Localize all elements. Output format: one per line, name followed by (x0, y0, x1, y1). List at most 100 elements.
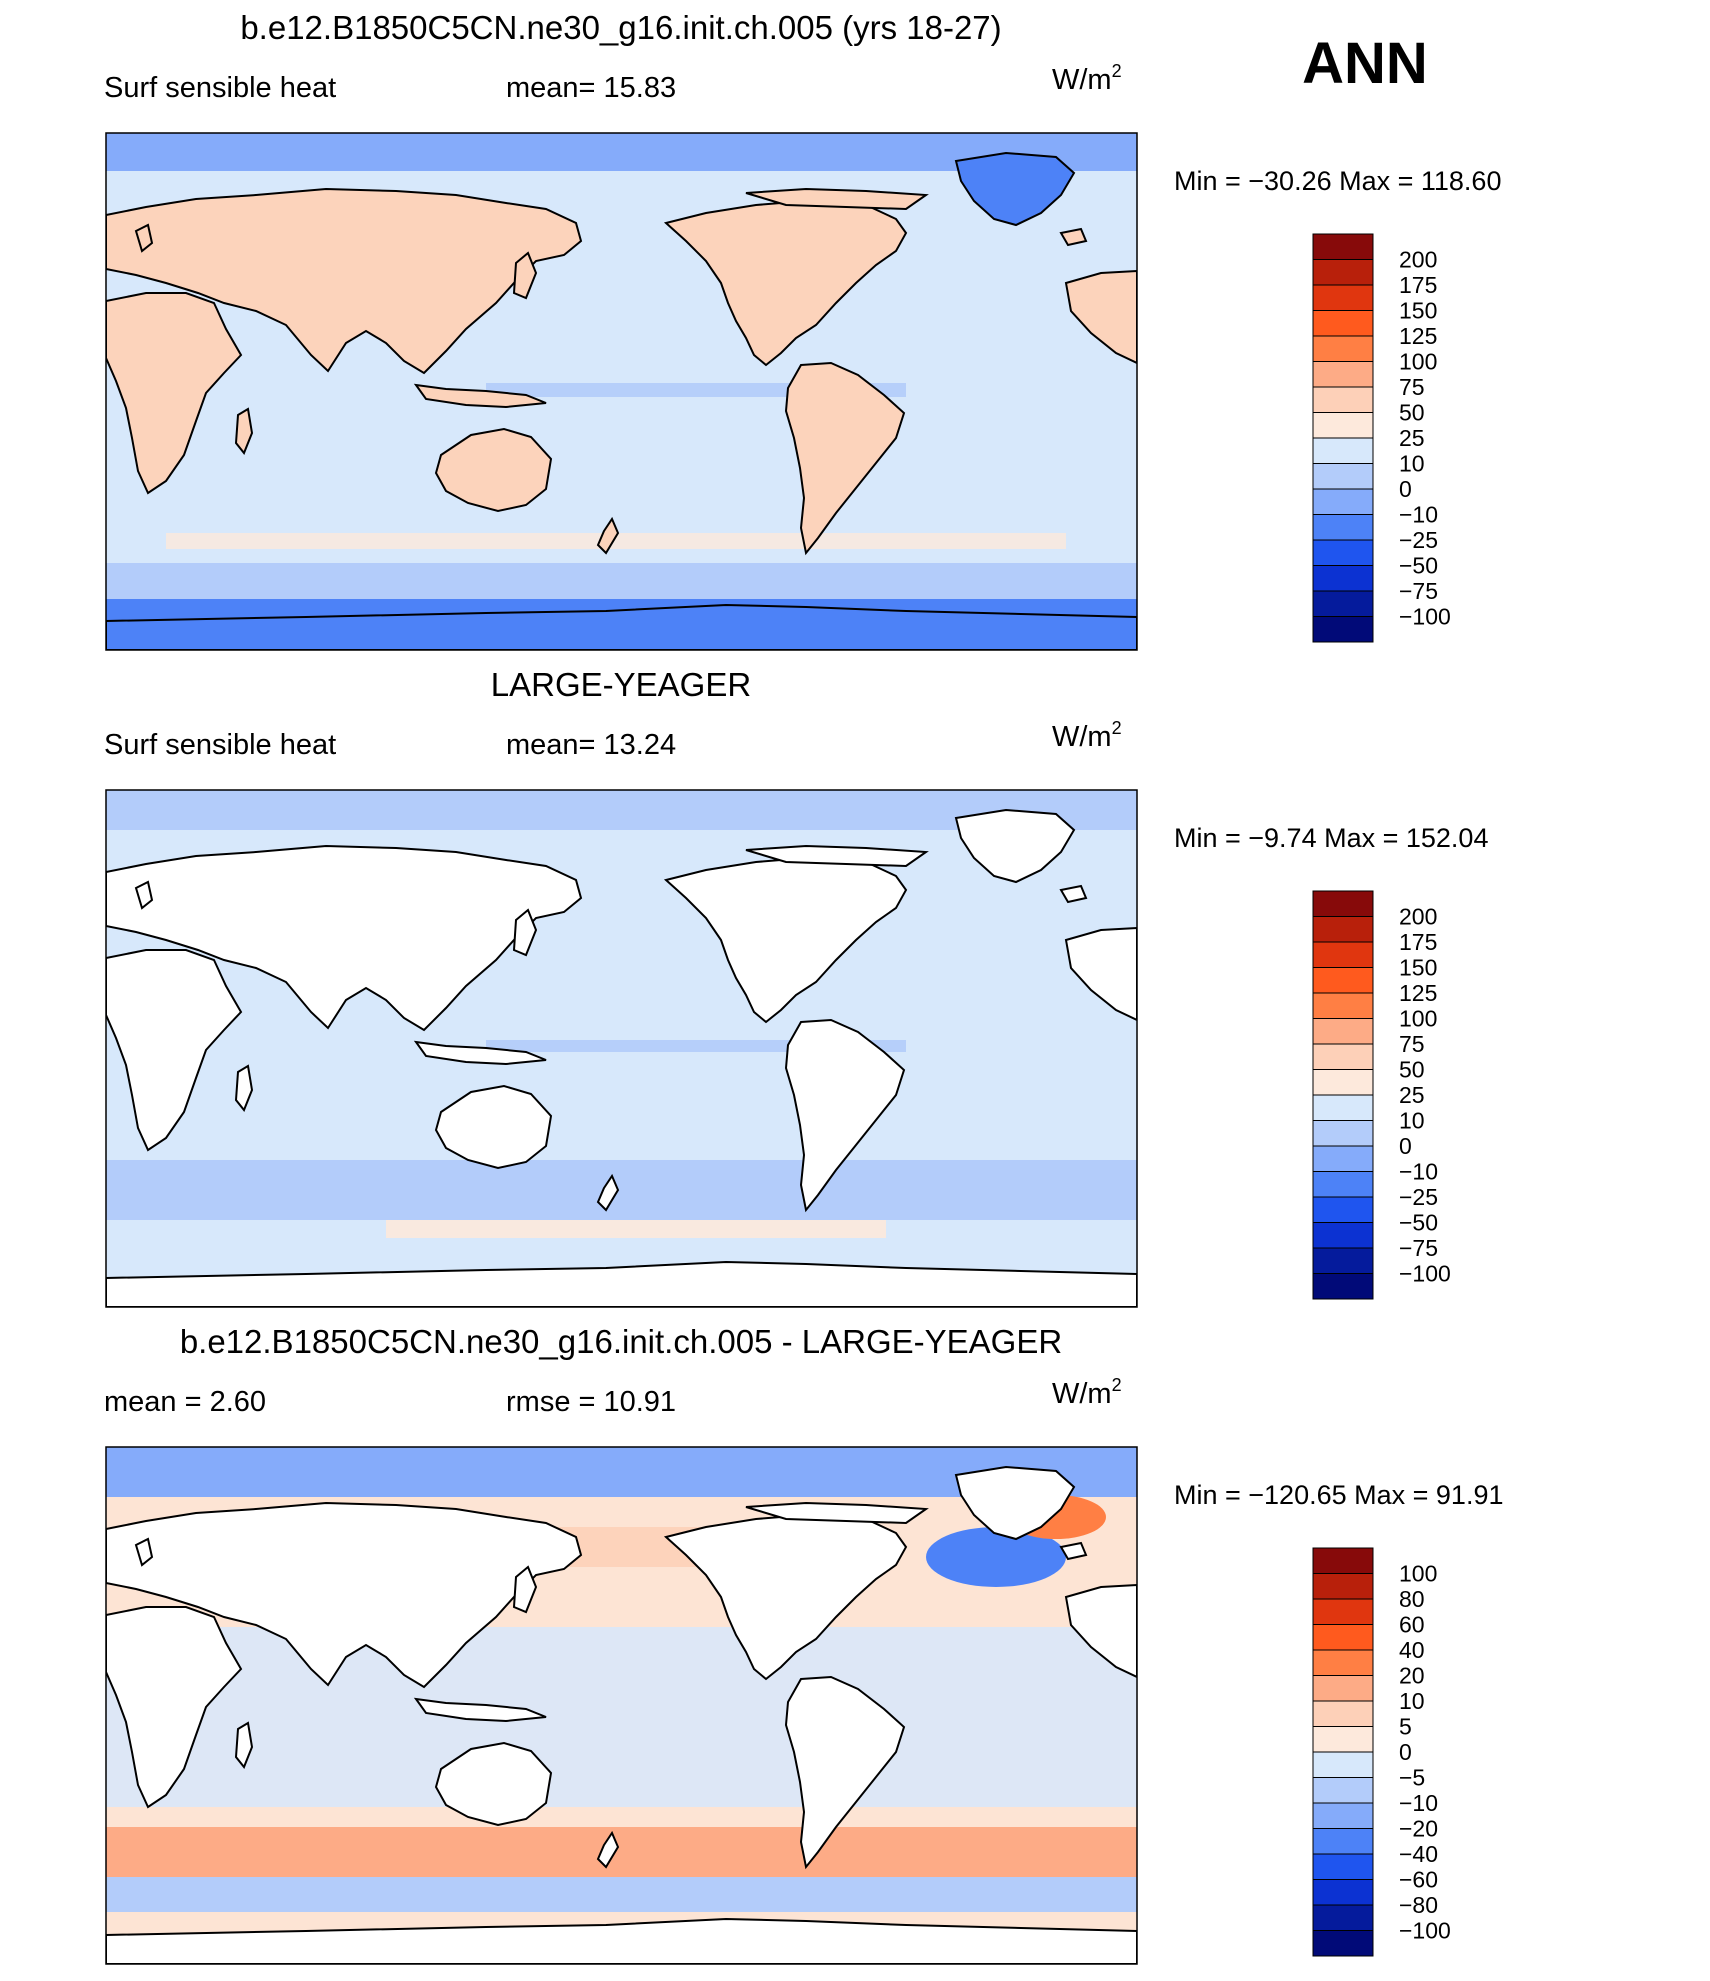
colorbar-box (1312, 1222, 1374, 1249)
land-westeurope (1064, 1583, 1137, 1679)
land-africa (106, 949, 243, 1152)
land-africa (106, 292, 243, 495)
land-indonesia (413, 1697, 547, 1723)
colorbar-box (1312, 1196, 1374, 1223)
colorbar-box (1312, 386, 1374, 413)
land-madagascar (234, 1064, 254, 1112)
land-antarctica (106, 603, 1137, 650)
land-australia (434, 1741, 553, 1827)
colorbar-label: 10 (1399, 1688, 1425, 1714)
colorbar-box (1312, 233, 1374, 260)
colorbar-box (1312, 1273, 1374, 1300)
land-samerica (784, 1675, 906, 1870)
colorbar-label: 200 (1399, 247, 1437, 273)
colorbar-box (1312, 967, 1374, 994)
colorbar-box (1312, 1573, 1374, 1600)
colorbar-box (1312, 335, 1374, 362)
land-iceland (1059, 1541, 1088, 1561)
colorbar-label: 40 (1399, 1637, 1425, 1663)
panel-1: b.e12.B1850C5CN.ne30_g16.init.ch.005 (yr… (104, 9, 1501, 651)
panel-title: b.e12.B1850C5CN.ne30_g16.init.ch.005 - L… (180, 1323, 1062, 1360)
colorbar-label: −10 (1399, 502, 1438, 528)
colorbar-box (1312, 890, 1374, 917)
panel-title: b.e12.B1850C5CN.ne30_g16.init.ch.005 (yr… (240, 9, 1001, 46)
colorbar-box (1312, 1069, 1374, 1096)
colorbar-box (1312, 1853, 1374, 1880)
land-indonesia (413, 1040, 547, 1066)
land-samerica (784, 1018, 906, 1213)
season-label: ANN (1302, 31, 1428, 96)
colorbar-box (1312, 463, 1374, 490)
colorbar-label: −50 (1399, 553, 1438, 579)
map-frame (105, 1446, 1138, 1965)
colorbar-label: −80 (1399, 1892, 1438, 1918)
colorbar-box (1312, 1700, 1374, 1727)
land-antarctica (106, 1917, 1137, 1964)
gulfstream-anomaly (926, 1527, 1066, 1587)
panel-left-label: Surf sensible heat (104, 729, 336, 761)
units-label: W/m2 (1052, 1375, 1122, 1410)
land-uk (134, 1537, 154, 1567)
land-nz (596, 1830, 620, 1869)
colorbar-label: −5 (1399, 1765, 1425, 1791)
panel-3: b.e12.B1850C5CN.ne30_g16.init.ch.005 - L… (104, 1323, 1503, 1965)
colorbar-box (1312, 590, 1374, 617)
colorbar-box (1312, 1930, 1374, 1957)
panel-title: LARGE-YEAGER (491, 666, 751, 703)
tropical-band (106, 1627, 1137, 1807)
land-uk (134, 223, 154, 253)
colorbar-label: 100 (1399, 1006, 1437, 1032)
land-greenland (954, 1465, 1076, 1541)
colorbar-box (1312, 1120, 1374, 1147)
colorbar-label: −25 (1399, 527, 1438, 553)
colorbar-box (1312, 1247, 1374, 1274)
southern-band (106, 1827, 1137, 1877)
colorbar-label: 75 (1399, 1031, 1425, 1057)
colorbar-box (1312, 539, 1374, 566)
land-japan (512, 908, 538, 957)
colorbar-label: −25 (1399, 1184, 1438, 1210)
colorbar-box (1312, 1624, 1374, 1651)
colorbar-label: 100 (1399, 1561, 1437, 1587)
units-label: W/m2 (1052, 718, 1122, 753)
colorbar-label: 150 (1399, 298, 1437, 324)
colorbar-box (1312, 412, 1374, 439)
land-nz (596, 516, 620, 555)
colorbar-label: 125 (1399, 323, 1437, 349)
colorbar-label: −10 (1399, 1790, 1438, 1816)
colorbar-box (1312, 916, 1374, 943)
colorbar-box (1312, 514, 1374, 541)
map (105, 132, 1138, 651)
map-frame (105, 132, 1138, 651)
colorbar-label: 125 (1399, 980, 1437, 1006)
colorbar-box (1312, 1547, 1374, 1574)
colorbar-box (1312, 941, 1374, 968)
colorbar-label: 60 (1399, 1612, 1425, 1638)
colorbar-label: 200 (1399, 904, 1437, 930)
southern-band (106, 1160, 1137, 1220)
land-madagascar (234, 407, 254, 455)
minmax-label: Min = −30.26 Max = 118.60 (1174, 166, 1501, 196)
land-samerica (784, 361, 906, 556)
land-westeurope (1064, 926, 1137, 1022)
land-indonesia (413, 383, 547, 409)
colorbar-label: −100 (1399, 1261, 1451, 1287)
land-arcislands (745, 844, 929, 868)
colorbar-label: −50 (1399, 1210, 1438, 1236)
colorbar-label: −60 (1399, 1867, 1438, 1893)
map-frame (105, 789, 1138, 1308)
colorbar-label: 175 (1399, 272, 1437, 298)
colorbar-box (1312, 1751, 1374, 1778)
colorbar-label: −100 (1399, 1918, 1451, 1944)
colorbar-box (1312, 616, 1374, 643)
panel-left-label: Surf sensible heat (104, 72, 336, 104)
colorbar-box (1312, 361, 1374, 388)
colorbar-label: −40 (1399, 1841, 1438, 1867)
colorbar-box (1312, 1094, 1374, 1121)
land-arcislands (745, 187, 929, 211)
colorbar-label: 0 (1399, 1739, 1412, 1765)
land-uk (134, 880, 154, 910)
